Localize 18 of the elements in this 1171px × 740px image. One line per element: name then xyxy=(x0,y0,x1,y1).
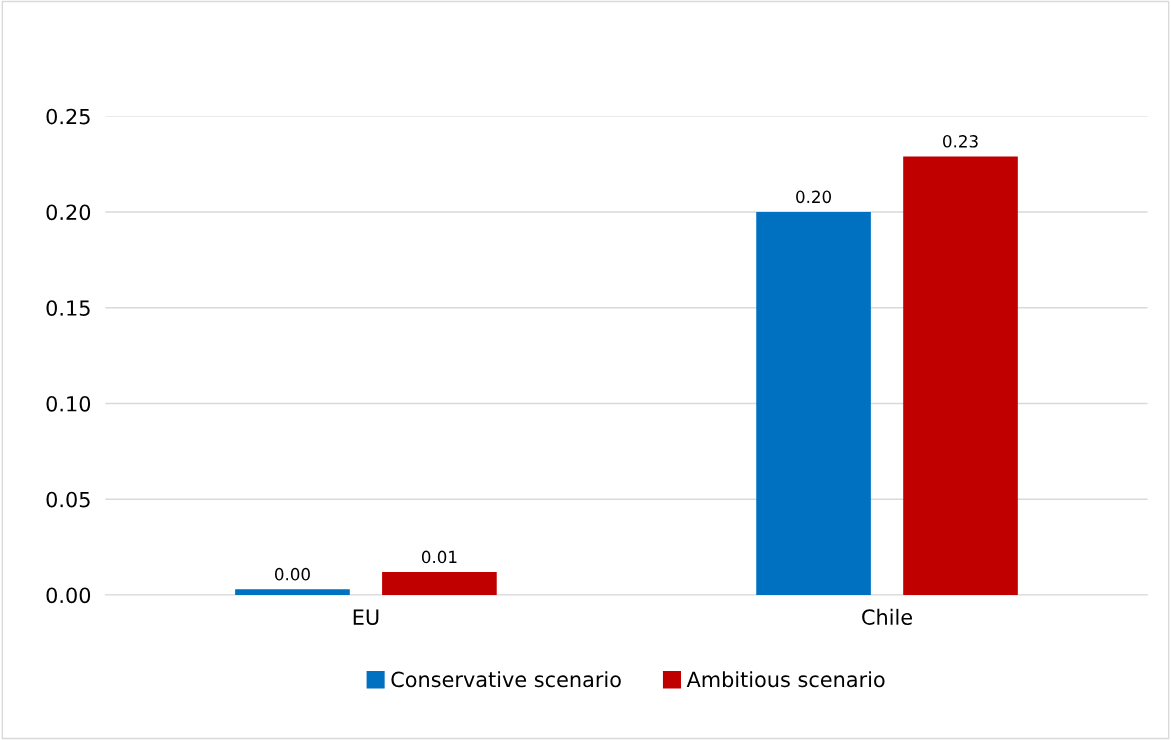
bar xyxy=(382,571,497,595)
y-tick-label: 0.05 xyxy=(46,491,90,508)
y-tick-label: 0.00 xyxy=(46,587,91,604)
x-tick-label: EU xyxy=(353,609,379,625)
data-label: 0.20 xyxy=(796,190,832,204)
data-label: 0.00 xyxy=(275,567,310,581)
legend-label: Ambitious scenario xyxy=(686,671,885,688)
y-tick-label: 0.10 xyxy=(46,395,91,412)
bar xyxy=(903,156,1018,595)
data-label: 0.23 xyxy=(943,135,978,148)
bar xyxy=(235,589,350,595)
data-label: 0.01 xyxy=(421,550,457,564)
y-tick-label: 0.25 xyxy=(46,108,90,125)
bar xyxy=(756,211,871,595)
x-tick-label: Chile xyxy=(862,608,912,625)
legend-label: Conservative scenario xyxy=(391,671,621,688)
y-tick-label: 0.20 xyxy=(46,204,91,221)
y-tick-label: 0.15 xyxy=(46,300,90,316)
